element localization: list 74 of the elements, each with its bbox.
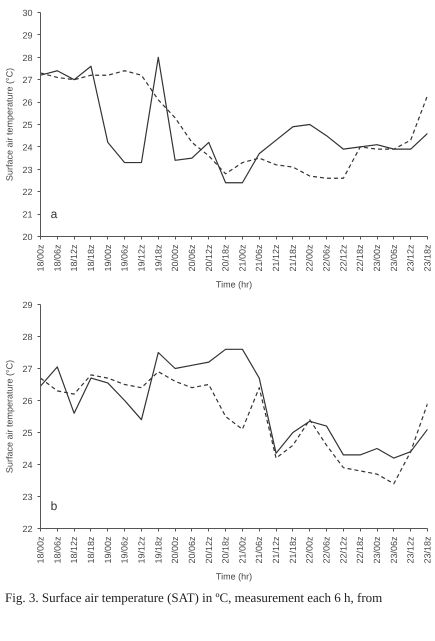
x-tick-label: 18/06z xyxy=(52,536,62,564)
x-tick-label: 20/00z xyxy=(170,536,180,564)
x-tick-label: 22/12z xyxy=(338,536,348,564)
x-tick-label: 22/18z xyxy=(355,244,366,272)
y-axis-title: Surface air temperature (°C) xyxy=(4,360,14,474)
x-tick-label: 19/06z xyxy=(120,244,130,272)
x-tick-label: 21/12z xyxy=(271,244,282,272)
x-tick-label: 19/18z xyxy=(153,536,164,564)
x-tick-label: 23/00z xyxy=(372,536,382,564)
x-tick-label: 21/18z xyxy=(288,536,298,564)
x-tick-label: 20/00z xyxy=(170,244,180,272)
x-tick-label: 18/00z xyxy=(36,244,46,272)
x-tick-label: 21/06z xyxy=(254,536,264,564)
y-tick-label: 22 xyxy=(22,187,33,198)
y-tick-label: 28 xyxy=(22,52,33,63)
x-tick-label: 18/06z xyxy=(52,244,62,272)
x-tick-label: 19/18z xyxy=(153,244,164,272)
x-tick-label: 23/18z xyxy=(422,244,432,272)
x-tick-label: 19/06z xyxy=(120,536,130,564)
x-tick-label: 20/06z xyxy=(186,536,197,564)
x-tick-label: 23/06z xyxy=(388,536,399,564)
x-tick-label: 18/12z xyxy=(69,536,80,564)
x-tick-label: 22/06z xyxy=(322,244,332,272)
y-tick-label: 28 xyxy=(22,332,33,342)
x-tick-label: 19/12z xyxy=(136,244,146,272)
y-tick-label: 25 xyxy=(22,120,33,130)
x-tick-label: 19/00z xyxy=(102,536,113,564)
x-tick-label: 20/12z xyxy=(204,244,214,272)
y-tick-label: 23 xyxy=(22,492,33,502)
x-tick-label: 22/06z xyxy=(322,536,332,564)
y-tick-label: 26 xyxy=(22,396,33,406)
x-tick-label: 18/00z xyxy=(36,536,46,564)
y-tick-label: 21 xyxy=(22,210,33,220)
x-tick-label: 22/12z xyxy=(338,244,348,272)
y-tick-label: 27 xyxy=(22,364,33,374)
x-tick-label: 23/18z xyxy=(422,536,432,564)
x-tick-label: 20/12z xyxy=(204,536,214,564)
x-tick-label: 23/00z xyxy=(372,244,382,272)
x-tick-label: 21/06z xyxy=(254,244,264,272)
y-axis-title: Surface air temperature (°C) xyxy=(4,68,14,182)
annotation: b xyxy=(50,498,58,513)
y-tick-label: 25 xyxy=(22,428,33,438)
x-tick-label: 23/06z xyxy=(388,244,399,272)
x-tick-label: 21/00z xyxy=(237,244,248,272)
caption: Fig. 3. Surface air temperature (SAT) in ºC, measurement each 6 h, from xyxy=(5,589,382,607)
x-tick-label: 20/18z xyxy=(220,536,231,564)
x-tick-label: 22/00z xyxy=(304,244,315,272)
y-tick-label: 29 xyxy=(22,30,33,40)
annotation: a xyxy=(50,206,58,221)
x-tick-label: 23/12z xyxy=(406,536,416,564)
x-tick-label: 20/06z xyxy=(186,244,197,272)
y-tick-label: 23 xyxy=(22,164,33,175)
x-tick-label: 21/18z xyxy=(288,244,298,272)
y-tick-label: 26 xyxy=(22,98,33,108)
y-tick-label: 29 xyxy=(22,300,33,310)
x-axis-title: Time (hr) xyxy=(216,280,252,290)
x-tick-label: 18/18z xyxy=(86,244,96,272)
x-tick-label: 18/12z xyxy=(69,244,80,272)
y-tick-label: 24 xyxy=(22,460,33,470)
x-tick-label: 18/18z xyxy=(86,536,96,564)
x-axis-title: Time (hr) xyxy=(216,572,252,582)
x-tick-label: 23/12z xyxy=(406,244,416,272)
x-tick-label: 19/00z xyxy=(102,244,113,272)
x-tick-label: 21/00z xyxy=(237,536,248,564)
x-tick-label: 22/18z xyxy=(355,536,366,564)
y-tick-label: 30 xyxy=(22,8,33,18)
y-tick-label: 20 xyxy=(22,232,33,242)
x-tick-label: 22/00z xyxy=(304,536,315,564)
y-tick-label: 22 xyxy=(22,524,33,534)
x-tick-label: 20/18z xyxy=(220,244,231,272)
y-tick-label: 27 xyxy=(22,75,33,86)
y-tick-label: 24 xyxy=(22,142,33,152)
x-tick-label: 19/12z xyxy=(136,536,146,564)
x-tick-label: 21/12z xyxy=(271,536,282,564)
